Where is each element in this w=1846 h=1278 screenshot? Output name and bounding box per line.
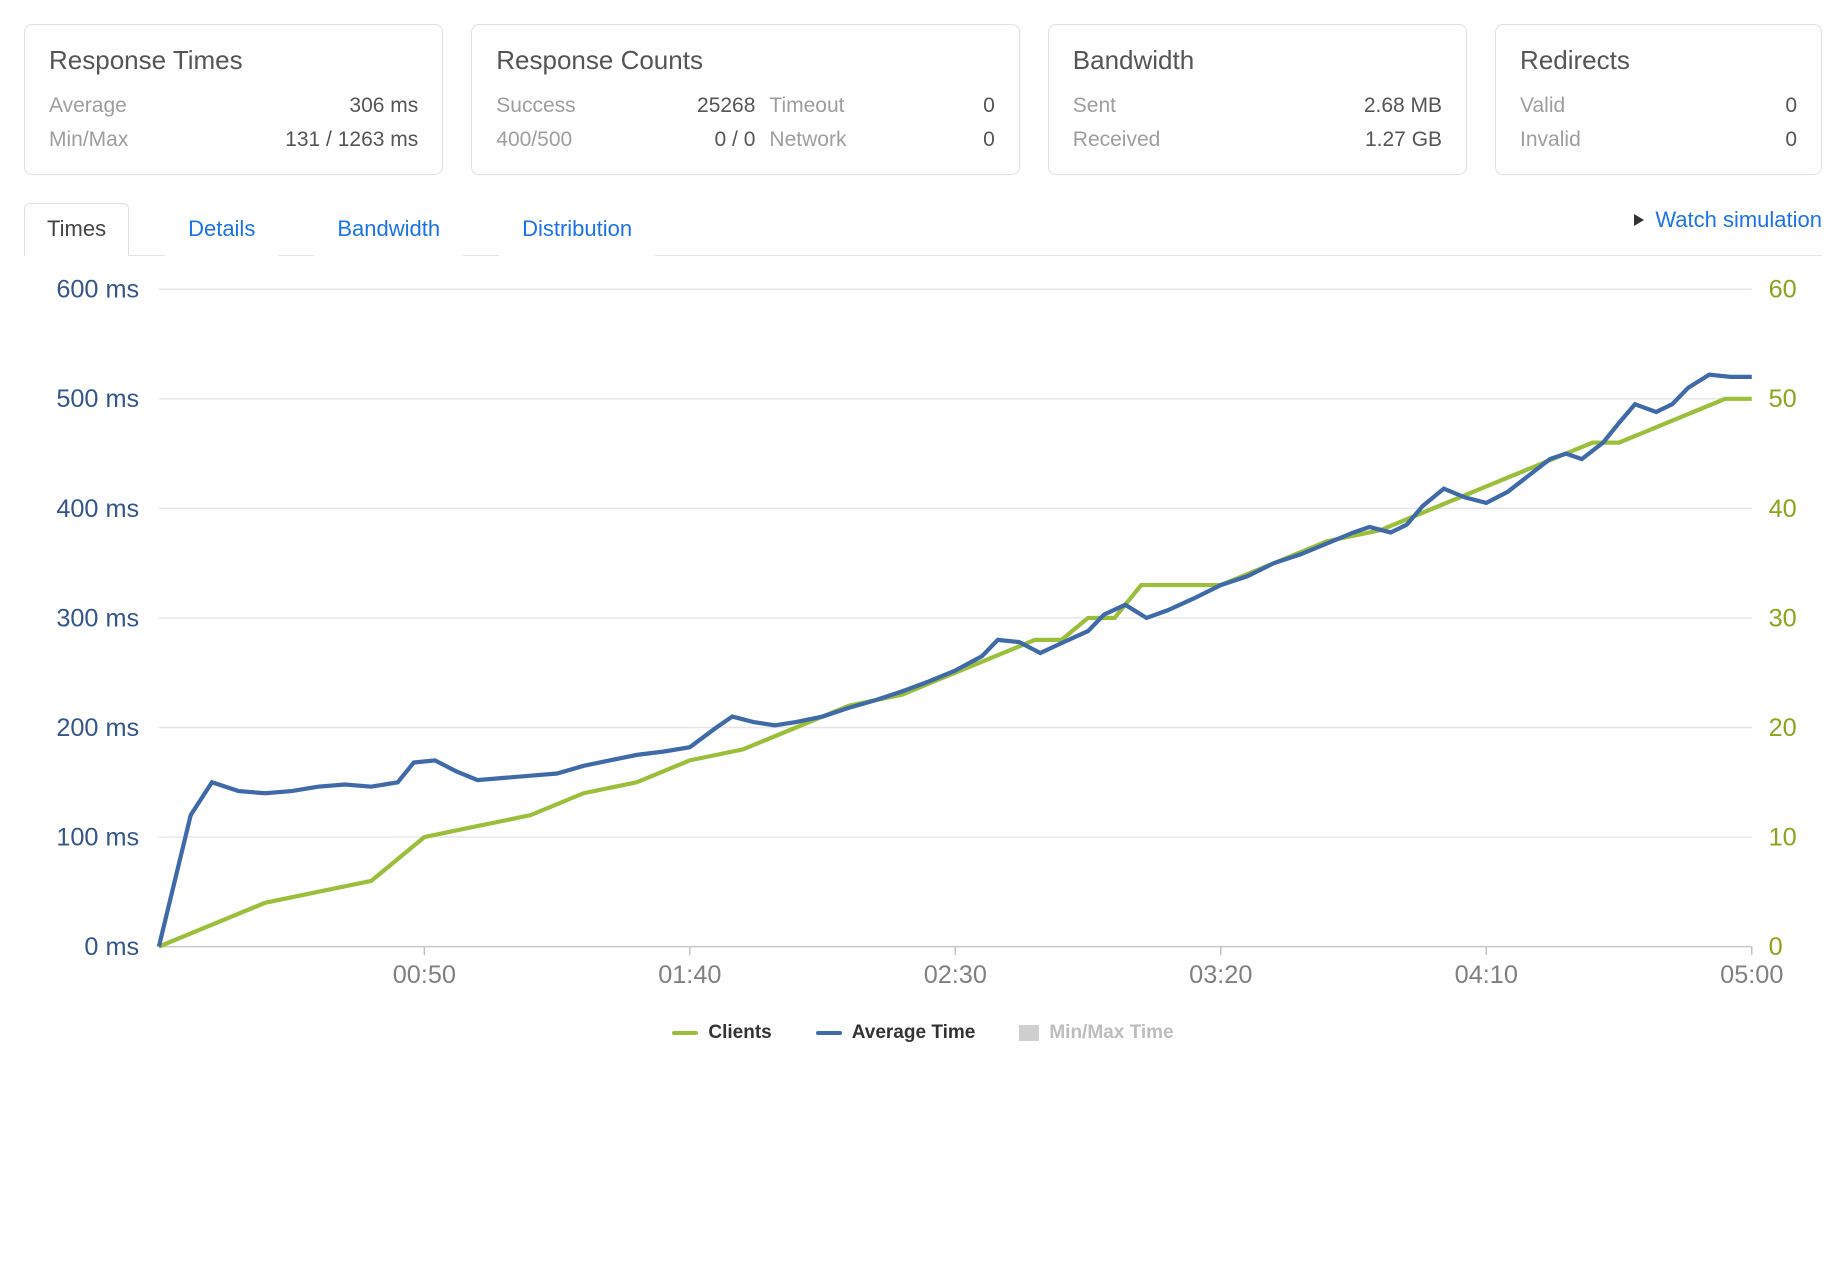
watch-simulation-link[interactable]: Watch simulation (1631, 207, 1822, 233)
svg-text:0 ms: 0 ms (84, 933, 139, 961)
tab-bar: Times Details Bandwidth Distribution Wat… (24, 203, 1822, 256)
svg-text:200 ms: 200 ms (56, 714, 139, 742)
summary-cards: Response Times Average 306 ms Min/Max 13… (24, 24, 1822, 175)
kv-value: 0 (983, 128, 995, 152)
kv-row: 400/500 0 / 0 Network 0 (496, 128, 995, 152)
svg-text:01:40: 01:40 (658, 961, 721, 989)
card-title: Response Counts (496, 45, 995, 76)
legend-label: Average Time (852, 1022, 976, 1044)
kv-label: 400/500 (496, 128, 714, 152)
kv-row: Sent 2.68 MB (1073, 94, 1442, 118)
kv-label: Valid (1520, 94, 1565, 118)
legend-label: Min/Max Time (1049, 1022, 1173, 1044)
svg-text:10: 10 (1769, 823, 1797, 851)
kv-label: Min/Max (49, 128, 128, 152)
svg-text:03:20: 03:20 (1189, 961, 1252, 989)
svg-text:00:50: 00:50 (393, 961, 456, 989)
svg-text:50: 50 (1769, 385, 1797, 413)
kv-value: 0 (1785, 94, 1797, 118)
kv-row: Invalid 0 (1520, 128, 1797, 152)
kv-row: Success 25268 Timeout 0 (496, 94, 995, 118)
kv-label: Success (496, 94, 697, 118)
svg-text:02:30: 02:30 (924, 961, 987, 989)
card-title: Bandwidth (1073, 45, 1442, 76)
play-icon (1631, 212, 1647, 228)
svg-text:400 ms: 400 ms (56, 495, 139, 523)
legend-clients[interactable]: Clients (672, 1022, 771, 1044)
tab-times[interactable]: Times (24, 203, 129, 256)
legend-swatch (672, 1031, 698, 1035)
kv-value: 2.68 MB (1364, 94, 1442, 118)
svg-text:300 ms: 300 ms (56, 604, 139, 632)
card-title: Response Times (49, 45, 418, 76)
legend-swatch (816, 1031, 842, 1035)
kv-label: Network (769, 128, 983, 152)
tab-bandwidth[interactable]: Bandwidth (314, 203, 463, 256)
kv-value: 306 ms (349, 94, 418, 118)
card-title: Redirects (1520, 45, 1797, 76)
kv-label: Received (1073, 128, 1161, 152)
svg-text:60: 60 (1769, 278, 1797, 304)
legend-swatch (1019, 1025, 1039, 1041)
kv-label: Average (49, 94, 127, 118)
kv-label: Invalid (1520, 128, 1581, 152)
tab-distribution[interactable]: Distribution (499, 203, 655, 256)
kv-row: Average 306 ms (49, 94, 418, 118)
kv-value: 0 / 0 (715, 128, 756, 152)
svg-text:100 ms: 100 ms (56, 823, 139, 851)
times-chart: 0 ms 100 ms 200 ms 300 ms 400 ms 500 ms 600 ms… (24, 278, 1822, 1008)
kv-value: 131 / 1263 ms (285, 128, 418, 152)
watch-label: Watch simulation (1655, 207, 1822, 233)
kv-value: 25268 (697, 94, 755, 118)
svg-text:05:00: 05:00 (1720, 961, 1783, 989)
svg-text:04:10: 04:10 (1455, 961, 1518, 989)
card-response-times: Response Times Average 306 ms Min/Max 13… (24, 24, 443, 175)
kv-row: Valid 0 (1520, 94, 1797, 118)
kv-row: Min/Max 131 / 1263 ms (49, 128, 418, 152)
card-redirects: Redirects Valid 0 Invalid 0 (1495, 24, 1822, 175)
kv-label: Sent (1073, 94, 1116, 118)
legend-avg-time[interactable]: Average Time (816, 1022, 976, 1044)
card-bandwidth: Bandwidth Sent 2.68 MB Received 1.27 GB (1048, 24, 1467, 175)
kv-label: Timeout (769, 94, 983, 118)
kv-value: 0 (1785, 128, 1797, 152)
svg-text:20: 20 (1769, 714, 1797, 742)
svg-text:40: 40 (1769, 495, 1797, 523)
svg-text:30: 30 (1769, 604, 1797, 632)
kv-value: 0 (983, 94, 995, 118)
svg-text:0: 0 (1769, 933, 1783, 961)
legend-label: Clients (708, 1022, 771, 1044)
kv-row: Received 1.27 GB (1073, 128, 1442, 152)
card-response-counts: Response Counts Success 25268 Timeout 0 … (471, 24, 1020, 175)
legend-minmax[interactable]: Min/Max Time (1019, 1022, 1173, 1044)
chart-container: 0 ms 100 ms 200 ms 300 ms 400 ms 500 ms 600 ms… (24, 278, 1822, 1044)
svg-text:500 ms: 500 ms (56, 385, 139, 413)
svg-text:600 ms: 600 ms (56, 278, 139, 304)
kv-value: 1.27 GB (1365, 128, 1442, 152)
tab-details[interactable]: Details (165, 203, 278, 256)
chart-legend: Clients Average Time Min/Max Time (24, 1022, 1822, 1044)
